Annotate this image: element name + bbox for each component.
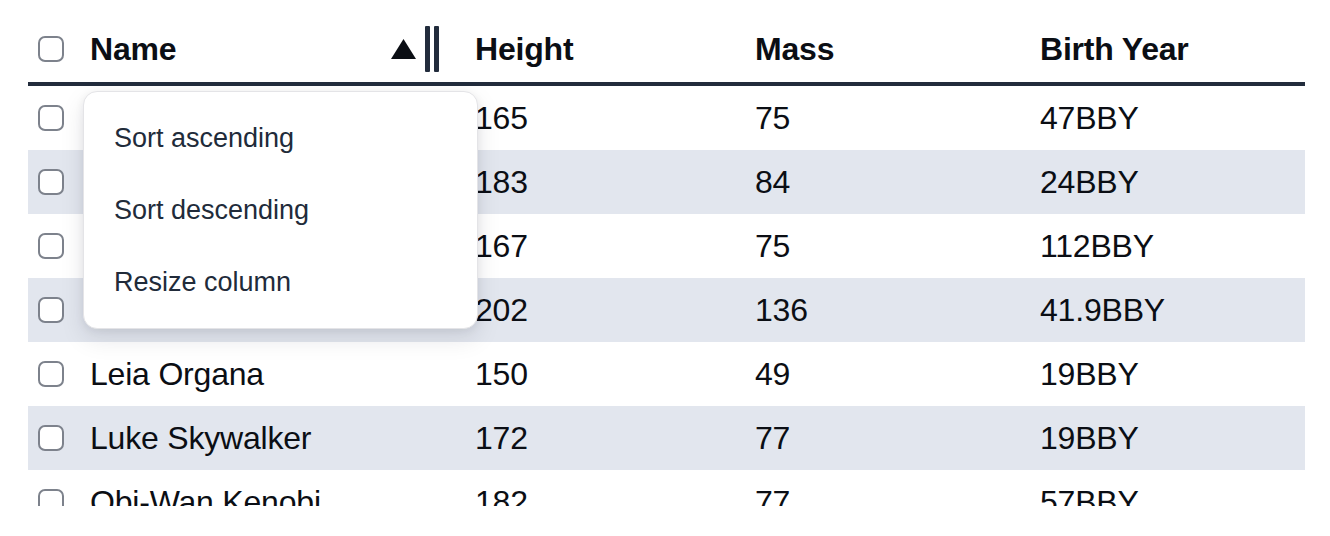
column-header-mass[interactable]: Mass xyxy=(743,31,1028,68)
cell-birth-year: 19BBY xyxy=(1028,356,1305,393)
row-checkbox-cell xyxy=(28,105,78,131)
cell-birth-year: 112BBY xyxy=(1028,228,1305,265)
row-checkbox[interactable] xyxy=(38,169,64,195)
cell-birth-year: 19BBY xyxy=(1028,420,1305,457)
cell-name: Obi-Wan Kenobi xyxy=(78,484,463,507)
row-checkbox-cell xyxy=(28,233,78,259)
column-resize-handle[interactable] xyxy=(425,26,439,72)
cell-height: 183 xyxy=(463,164,743,201)
row-checkbox[interactable] xyxy=(38,361,64,387)
cell-birth-year: 24BBY xyxy=(1028,164,1305,201)
cell-birth-year: 57BBY xyxy=(1028,484,1305,507)
cell-mass: 75 xyxy=(743,228,1028,265)
characters-table-page: Name Height Mass Birth Year 165 75 47BBY… xyxy=(0,0,1330,536)
menu-item-resize-column[interactable]: Resize column xyxy=(84,246,477,318)
table-row[interactable]: Luke Skywalker 172 77 19BBY xyxy=(28,406,1305,470)
sort-ascending-icon xyxy=(391,39,416,59)
cell-mass: 84 xyxy=(743,164,1028,201)
row-checkbox-cell xyxy=(28,361,78,387)
cell-mass: 77 xyxy=(743,484,1028,507)
cell-birth-year: 41.9BBY xyxy=(1028,292,1305,329)
cell-height: 202 xyxy=(463,292,743,329)
column-header-name-label: Name xyxy=(90,31,176,68)
cell-mass: 49 xyxy=(743,356,1028,393)
resize-bar-icon xyxy=(434,26,439,72)
row-checkbox-cell xyxy=(28,169,78,195)
row-checkbox[interactable] xyxy=(38,425,64,451)
row-checkbox[interactable] xyxy=(38,489,64,506)
resize-bar-icon xyxy=(425,26,430,72)
cell-height: 165 xyxy=(463,100,743,137)
column-context-menu: Sort ascending Sort descending Resize co… xyxy=(83,91,478,329)
cell-name: Luke Skywalker xyxy=(78,420,463,457)
cell-height: 167 xyxy=(463,228,743,265)
cell-name: Leia Organa xyxy=(78,356,463,393)
cell-height: 172 xyxy=(463,420,743,457)
table-row[interactable]: Obi-Wan Kenobi 182 77 57BBY xyxy=(28,470,1305,506)
cell-birth-year: 47BBY xyxy=(1028,100,1305,137)
menu-item-sort-ascending[interactable]: Sort ascending xyxy=(84,102,477,174)
cell-mass: 136 xyxy=(743,292,1028,329)
cell-height: 182 xyxy=(463,484,743,507)
cell-mass: 75 xyxy=(743,100,1028,137)
row-checkbox[interactable] xyxy=(38,233,64,259)
column-header-height[interactable]: Height xyxy=(463,31,743,68)
cell-mass: 77 xyxy=(743,420,1028,457)
row-checkbox-cell xyxy=(28,489,78,506)
table-row[interactable]: Leia Organa 150 49 19BBY xyxy=(28,342,1305,406)
row-checkbox-cell xyxy=(28,297,78,323)
column-header-name[interactable]: Name xyxy=(78,26,463,72)
column-header-birth-year[interactable]: Birth Year xyxy=(1028,31,1305,68)
header-checkbox-cell xyxy=(28,36,78,62)
select-all-checkbox[interactable] xyxy=(38,36,64,62)
row-checkbox[interactable] xyxy=(38,105,64,131)
row-checkbox-cell xyxy=(28,425,78,451)
menu-item-sort-descending[interactable]: Sort descending xyxy=(84,174,477,246)
cell-height: 150 xyxy=(463,356,743,393)
table-header-row: Name Height Mass Birth Year xyxy=(28,0,1305,86)
row-checkbox[interactable] xyxy=(38,297,64,323)
